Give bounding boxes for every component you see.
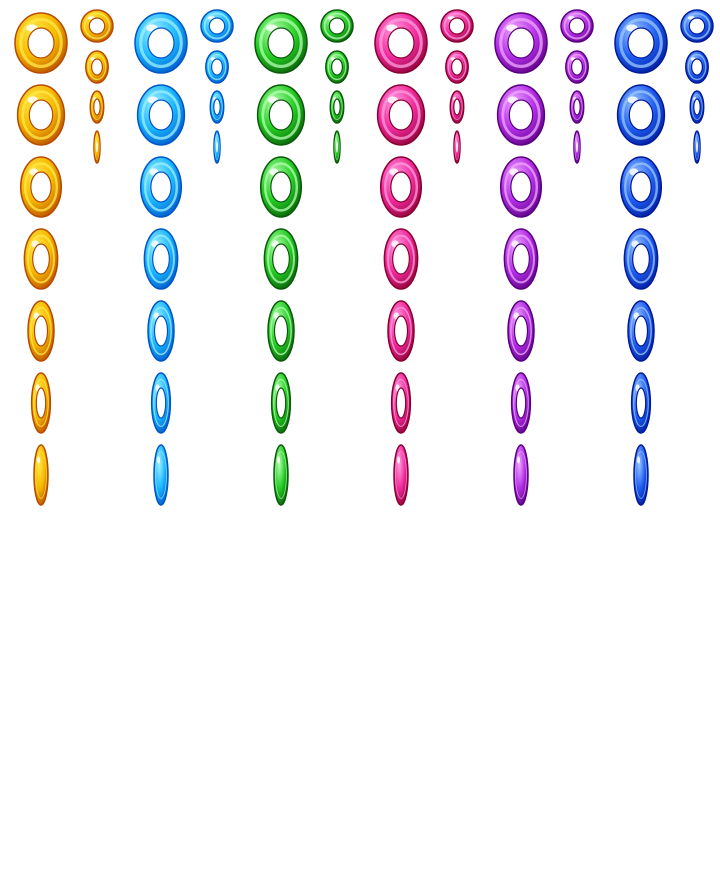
ring-gold-large-frame-1 — [14, 12, 68, 74]
ring-pink-large-frame-4 — [383, 228, 419, 290]
ring-pink-large-frame-3 — [379, 156, 423, 218]
ring-gold-small-frame-2 — [85, 50, 109, 84]
ring-cyan-large-frame-7 — [153, 444, 169, 506]
ring-blue-large-frame-4 — [623, 228, 659, 290]
ring-cyan-large-frame-3 — [139, 156, 183, 218]
ring-cyan-small-frame-1 — [200, 9, 234, 43]
ring-blue-large-frame-3 — [619, 156, 663, 218]
ring-green-small-frame-2 — [325, 50, 349, 84]
ring-pink-small-frame-2 — [445, 50, 469, 84]
ring-gold-large-frame-4 — [23, 228, 59, 290]
ring-green-large-frame-7 — [273, 444, 289, 506]
ring-gold-small-frame-3 — [89, 90, 105, 124]
ring-gold-large-frame-6 — [30, 372, 52, 434]
ring-green-large-frame-5 — [267, 300, 295, 362]
ring-green-small-frame-1 — [320, 9, 354, 43]
ring-green-large-frame-1 — [254, 12, 308, 74]
ring-gold-large-frame-7 — [33, 444, 49, 506]
ring-pink-small-frame-3 — [449, 90, 465, 124]
ring-gold-large-frame-5 — [27, 300, 55, 362]
ring-cyan-large-frame-2 — [136, 84, 186, 146]
ring-cyan-large-frame-6 — [150, 372, 172, 434]
ring-green-large-frame-6 — [270, 372, 292, 434]
ring-blue-large-frame-1 — [614, 12, 668, 74]
ring-cyan-large-frame-1 — [134, 12, 188, 74]
ring-pink-large-frame-6 — [390, 372, 412, 434]
ring-purple-large-frame-3 — [499, 156, 543, 218]
ring-gold-small-frame-1 — [80, 9, 114, 43]
ring-purple-small-frame-1 — [560, 9, 594, 43]
ring-pink-small-frame-4 — [453, 130, 461, 164]
ring-green-small-frame-4 — [333, 130, 341, 164]
ring-cyan-small-frame-4 — [213, 130, 221, 164]
ring-cyan-small-frame-2 — [205, 50, 229, 84]
ring-cyan-small-frame-3 — [209, 90, 225, 124]
ring-green-large-frame-3 — [259, 156, 303, 218]
ring-gold-large-frame-2 — [16, 84, 66, 146]
ring-pink-large-frame-1 — [374, 12, 428, 74]
ring-blue-large-frame-5 — [627, 300, 655, 362]
ring-purple-large-frame-7 — [513, 444, 529, 506]
ring-blue-large-frame-2 — [616, 84, 666, 146]
ring-purple-large-frame-6 — [510, 372, 532, 434]
ring-pink-small-frame-1 — [440, 9, 474, 43]
ring-gold-large-frame-3 — [19, 156, 63, 218]
ring-blue-small-frame-4 — [693, 130, 701, 164]
ring-blue-large-frame-7 — [633, 444, 649, 506]
ring-blue-small-frame-2 — [685, 50, 709, 84]
ring-cyan-large-frame-4 — [143, 228, 179, 290]
ring-purple-large-frame-2 — [496, 84, 546, 146]
ring-purple-large-frame-1 — [494, 12, 548, 74]
ring-blue-large-frame-6 — [630, 372, 652, 434]
ring-gold-small-frame-4 — [93, 130, 101, 164]
ring-cyan-large-frame-5 — [147, 300, 175, 362]
ring-green-large-frame-4 — [263, 228, 299, 290]
ring-pink-large-frame-2 — [376, 84, 426, 146]
ring-pink-large-frame-7 — [393, 444, 409, 506]
ring-blue-small-frame-3 — [689, 90, 705, 124]
ring-green-small-frame-3 — [329, 90, 345, 124]
ring-green-large-frame-2 — [256, 84, 306, 146]
ring-purple-small-frame-2 — [565, 50, 589, 84]
ring-purple-large-frame-5 — [507, 300, 535, 362]
ring-purple-small-frame-3 — [569, 90, 585, 124]
ring-pink-large-frame-5 — [387, 300, 415, 362]
ring-purple-large-frame-4 — [503, 228, 539, 290]
ring-blue-small-frame-1 — [680, 9, 714, 43]
ring-purple-small-frame-4 — [573, 130, 581, 164]
